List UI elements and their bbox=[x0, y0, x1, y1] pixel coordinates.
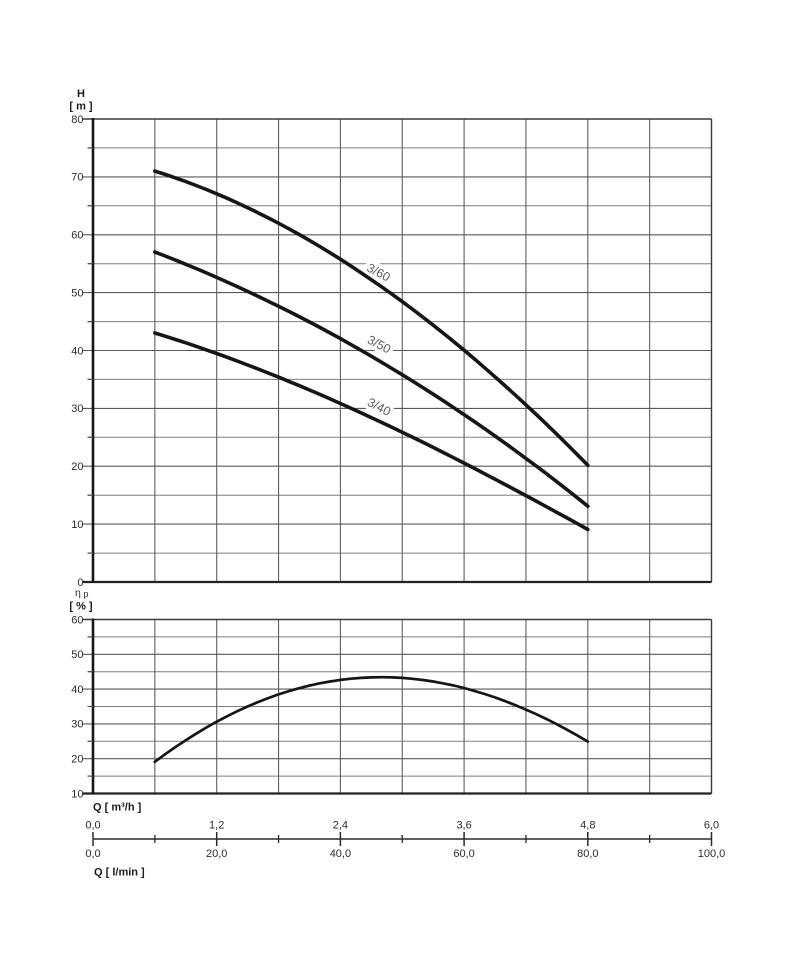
svg-text:10: 10 bbox=[71, 519, 83, 531]
svg-text:1,2: 1,2 bbox=[209, 820, 224, 832]
svg-text:0: 0 bbox=[77, 577, 83, 589]
svg-text:0,0: 0,0 bbox=[85, 848, 100, 860]
svg-text:50: 50 bbox=[71, 287, 83, 299]
svg-text:60: 60 bbox=[71, 614, 83, 626]
svg-text:20: 20 bbox=[71, 754, 83, 766]
svg-text:3,6: 3,6 bbox=[456, 820, 471, 832]
svg-text:50: 50 bbox=[71, 649, 83, 661]
svg-text:2,4: 2,4 bbox=[333, 820, 348, 832]
svg-text:30: 30 bbox=[71, 719, 83, 731]
svg-text:70: 70 bbox=[71, 172, 83, 184]
svg-text:80,0: 80,0 bbox=[577, 848, 598, 860]
svg-text:100,0: 100,0 bbox=[698, 848, 726, 860]
svg-text:40: 40 bbox=[71, 684, 83, 696]
svg-text:20: 20 bbox=[71, 461, 83, 473]
svg-text:40: 40 bbox=[71, 345, 83, 357]
svg-text:10: 10 bbox=[71, 788, 83, 800]
svg-text:0,0: 0,0 bbox=[85, 820, 100, 832]
svg-text:60,0: 60,0 bbox=[453, 848, 474, 860]
svg-text:6,0: 6,0 bbox=[704, 820, 719, 832]
svg-text:80: 80 bbox=[71, 114, 83, 126]
svg-text:H: H bbox=[77, 88, 85, 100]
svg-text:[ m ]: [ m ] bbox=[69, 101, 93, 113]
svg-text:[ % ]: [ % ] bbox=[69, 601, 93, 613]
svg-text:4,8: 4,8 bbox=[580, 820, 595, 832]
svg-text:Q [ l/min ]: Q [ l/min ] bbox=[94, 867, 145, 879]
svg-text:60: 60 bbox=[71, 230, 83, 242]
svg-text:20,0: 20,0 bbox=[206, 848, 227, 860]
svg-text:30: 30 bbox=[71, 403, 83, 415]
svg-text:p: p bbox=[84, 589, 89, 599]
svg-text:η: η bbox=[75, 587, 81, 599]
svg-text:40,0: 40,0 bbox=[330, 848, 351, 860]
svg-text:Q [ m³/h ]: Q [ m³/h ] bbox=[93, 802, 142, 814]
